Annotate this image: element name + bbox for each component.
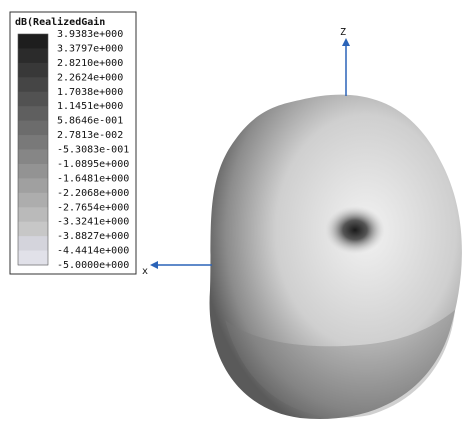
color-swatch xyxy=(18,163,48,179)
color-swatch xyxy=(18,135,48,150)
legend-label: 2.8210e+000 xyxy=(57,58,123,69)
x-label: x xyxy=(142,266,148,277)
color-swatch xyxy=(18,120,48,136)
legend-label: 3.3797e+000 xyxy=(57,43,123,54)
color-swatch xyxy=(18,77,48,93)
color-swatch xyxy=(18,149,48,165)
z-arrow xyxy=(342,38,350,46)
legend-label: 1.7038e+000 xyxy=(57,87,123,98)
legend-label: -5.0000e+000 xyxy=(57,260,129,271)
color-swatch xyxy=(18,48,48,64)
legend-labels: 3.9383e+000 3.3797e+000 2.8210e+000 2.2624e… xyxy=(57,29,129,271)
legend-label: -3.8827e+000 xyxy=(57,231,129,242)
legend-title: dB(RealizedGain xyxy=(15,16,105,28)
color-swatch xyxy=(18,192,48,208)
legend-label: -3.3241e+000 xyxy=(57,217,129,228)
color-swatch xyxy=(18,178,48,194)
legend-label: -2.2068e+000 xyxy=(57,188,129,199)
legend-label: 2.2624e+000 xyxy=(57,72,123,83)
color-swatch xyxy=(18,250,48,266)
shadow xyxy=(225,310,455,418)
color-swatch xyxy=(18,34,48,49)
color-swatch xyxy=(18,62,48,78)
color-swatch xyxy=(18,236,48,252)
color-bar xyxy=(17,33,49,266)
color-bar-frame xyxy=(17,33,49,266)
color-swatch xyxy=(18,91,48,107)
legend-label: -1.6481e+000 xyxy=(57,173,129,184)
legend-label: -2.7654e+000 xyxy=(57,202,129,213)
legend-label: -4.4414e+000 xyxy=(57,246,129,257)
color-swatch xyxy=(18,221,48,237)
x-arrow xyxy=(150,261,158,269)
legend-label: 1.1451e+000 xyxy=(57,101,123,112)
null-dimple xyxy=(325,206,385,254)
color-swatch xyxy=(18,207,48,223)
z-label: Z xyxy=(340,27,346,38)
radiation-pattern xyxy=(209,94,462,419)
legend-label: 5.8646e-001 xyxy=(57,116,123,127)
legend-label: 3.9383e+000 xyxy=(57,29,123,40)
legend-label: 2.7813e-002 xyxy=(57,130,123,141)
color-swatch xyxy=(18,106,48,122)
legend-label: -1.0895e+000 xyxy=(57,159,129,170)
legend-label: -5.3083e-001 xyxy=(57,145,129,156)
